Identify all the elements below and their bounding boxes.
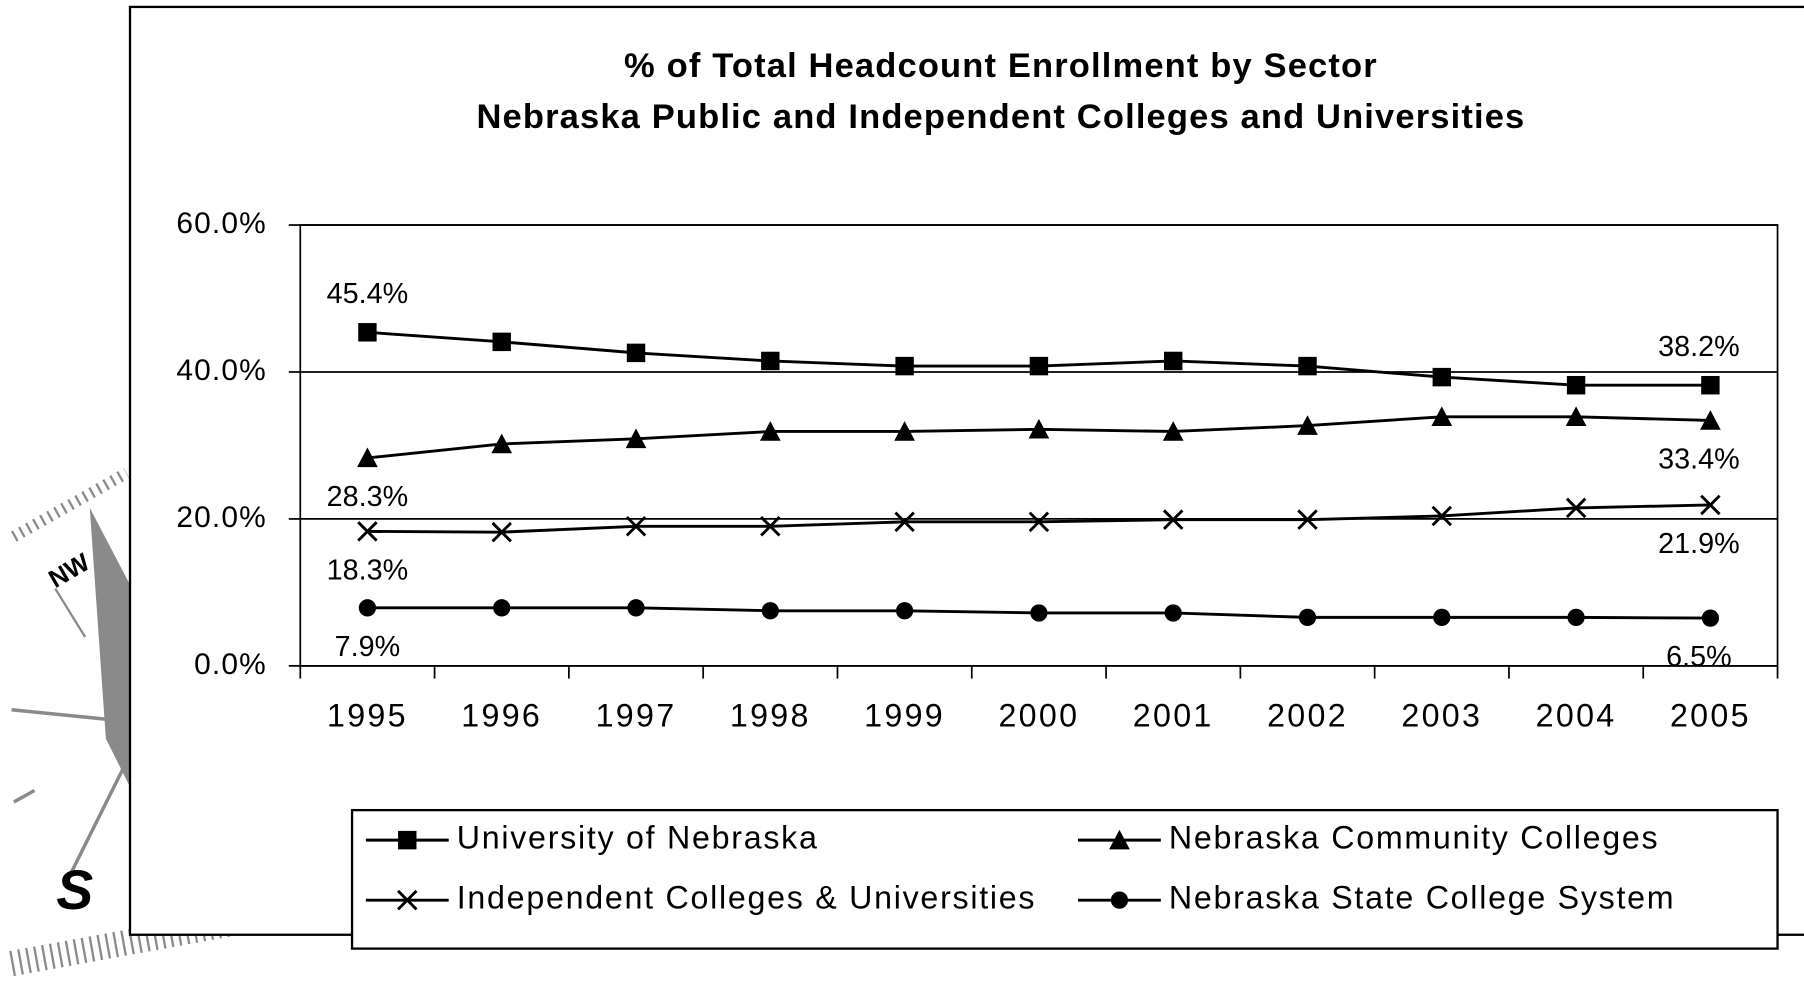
- data-point: [894, 511, 915, 533]
- data-point: [1298, 608, 1317, 627]
- data-point: [761, 602, 779, 620]
- data-label: 33.4%: [1658, 443, 1740, 475]
- data-point: [358, 599, 377, 617]
- y-tick-label: 60.0%: [176, 207, 267, 240]
- svg-text:S: S: [56, 859, 93, 921]
- data-label: 38.2%: [1658, 331, 1740, 363]
- data-point: [1164, 604, 1182, 622]
- x-tick-label: 2003: [1401, 697, 1482, 733]
- data-point: [357, 521, 378, 542]
- data-point: [493, 599, 511, 617]
- data-point: [492, 332, 511, 352]
- data-point: [491, 433, 513, 454]
- y-tick-label: 0.0%: [194, 648, 267, 681]
- data-point: [760, 516, 781, 537]
- legend: [350, 808, 1779, 950]
- x-tick-label: 1998: [730, 697, 811, 733]
- data-point: [1297, 509, 1318, 530]
- x-tick-label: 2000: [998, 697, 1079, 733]
- data-point: [1030, 604, 1048, 622]
- data-label: 28.3%: [327, 481, 409, 513]
- data-point: [1162, 421, 1184, 441]
- data-point: [1701, 375, 1720, 395]
- x-tick-label: 2005: [1670, 697, 1751, 733]
- legend-marker: [397, 889, 418, 911]
- legend-label: Nebraska State College System: [1169, 880, 1675, 916]
- data-point: [1701, 609, 1720, 627]
- legend-marker: [1109, 829, 1130, 850]
- x-tick-label: 1996: [461, 697, 542, 733]
- legend-label: Nebraska Community Colleges: [1169, 820, 1659, 856]
- svg-text:NW: NW: [44, 548, 95, 593]
- data-point: [1565, 497, 1587, 519]
- x-tick-label: 1999: [864, 697, 945, 733]
- data-point: [1028, 511, 1050, 533]
- data-point: [1432, 367, 1452, 387]
- data-point: [1164, 351, 1183, 371]
- y-tick-label: 40.0%: [176, 354, 267, 387]
- data-point: [1029, 356, 1049, 376]
- data-point: [627, 599, 645, 617]
- legend-marker: [1110, 891, 1129, 909]
- data-point: [1162, 509, 1184, 530]
- data-point: [761, 351, 780, 371]
- x-tick-label: 2001: [1133, 697, 1214, 733]
- data-point: [1431, 505, 1453, 527]
- data-point: [759, 421, 781, 441]
- data-point: [626, 343, 646, 363]
- x-tick-label: 2004: [1536, 697, 1617, 733]
- data-point: [1297, 415, 1318, 435]
- data-point: [357, 447, 378, 468]
- data-label: 6.5%: [1666, 641, 1732, 673]
- x-tick-label: 1997: [596, 697, 677, 733]
- legend-label: Independent Colleges & Universities: [457, 880, 1037, 916]
- data-point: [1028, 418, 1050, 439]
- data-label: 45.4%: [327, 278, 409, 310]
- x-tick-label: 2002: [1267, 697, 1348, 733]
- data-point: [625, 428, 647, 449]
- data-point: [1566, 375, 1586, 395]
- data-point: [1433, 608, 1451, 627]
- chart-title: % of Total Headcount Enrollment by Secto…: [624, 47, 1378, 85]
- data-label: 21.9%: [1658, 528, 1740, 560]
- chart-subtitle: Nebraska Public and Independent Colleges…: [476, 98, 1525, 136]
- data-point: [625, 516, 647, 537]
- data-point: [1431, 406, 1453, 427]
- data-point: [895, 356, 914, 376]
- data-point: [1567, 608, 1585, 627]
- y-tick-label: 20.0%: [176, 501, 267, 534]
- data-point: [1565, 406, 1587, 427]
- legend-label: University of Nebraska: [457, 820, 819, 856]
- data-point: [1700, 494, 1721, 516]
- data-point: [358, 323, 377, 342]
- data-label: 18.3%: [327, 554, 409, 586]
- legend-marker: [398, 830, 417, 850]
- data-point: [1700, 410, 1721, 430]
- data-point: [1298, 356, 1317, 376]
- data-point: [895, 602, 914, 620]
- chart-frame: [128, 5, 1804, 936]
- x-tick-label: 1995: [327, 697, 408, 733]
- data-point: [894, 421, 915, 441]
- data-point: [491, 521, 512, 543]
- data-label: 7.9%: [335, 631, 401, 663]
